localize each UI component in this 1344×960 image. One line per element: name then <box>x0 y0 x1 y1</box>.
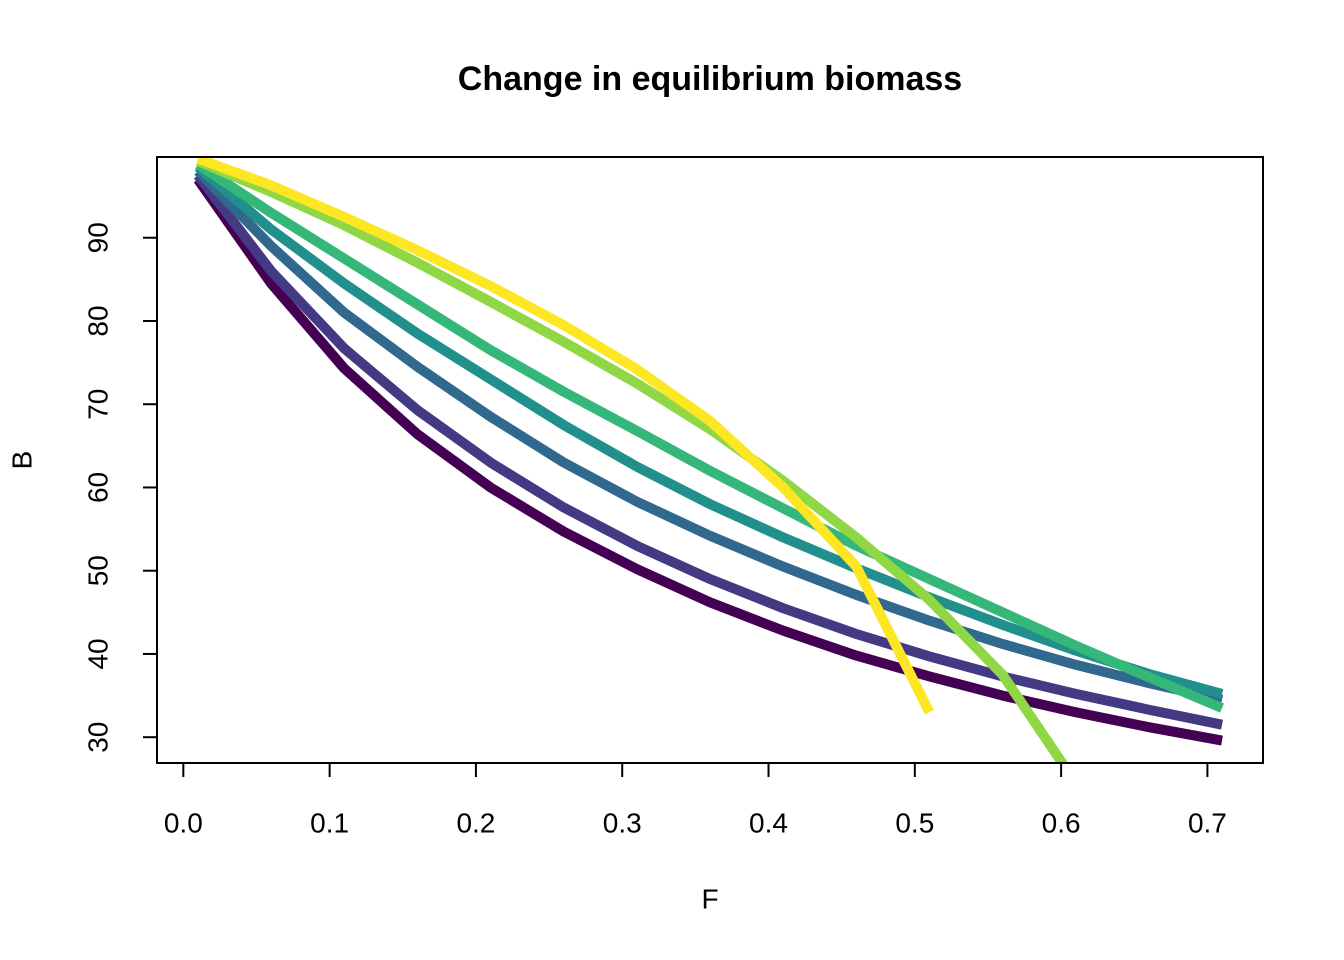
y-axis-label: B <box>6 451 37 470</box>
series-line <box>193 172 1224 730</box>
x-tick-label: 0.1 <box>310 807 349 838</box>
series-line <box>196 157 1069 763</box>
x-tick-label: 0.7 <box>1188 807 1227 838</box>
y-tick-label: 90 <box>82 222 113 253</box>
series-line <box>196 157 934 715</box>
x-tick-label: 0.0 <box>164 807 203 838</box>
series-line <box>193 176 1223 746</box>
y-tick-label: 80 <box>82 305 113 336</box>
y-tick-label: 70 <box>82 389 113 420</box>
y-tick-label: 40 <box>82 638 113 669</box>
series-line <box>194 167 1224 705</box>
x-tick-label: 0.6 <box>1042 807 1081 838</box>
x-tick-label: 0.4 <box>749 807 788 838</box>
x-axis-label: F <box>701 883 718 914</box>
chart-title: Change in equilibrium biomass <box>458 60 962 98</box>
x-tick-label: 0.3 <box>603 807 642 838</box>
y-tick-label: 50 <box>82 555 113 586</box>
series-line <box>195 160 1224 713</box>
x-tick-label: 0.2 <box>456 807 495 838</box>
y-tick-label: 30 <box>82 722 113 753</box>
y-tick-label: 60 <box>82 472 113 503</box>
x-tick-label: 0.5 <box>895 807 934 838</box>
series-line <box>194 163 1224 699</box>
plot-lines <box>193 157 1224 763</box>
